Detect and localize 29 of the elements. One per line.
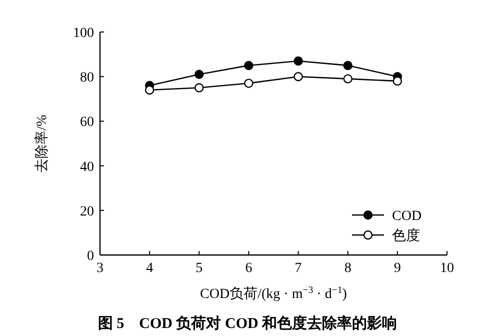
x-tick-label: 3 [96,261,104,276]
point [343,60,352,70]
legend-label: COD [392,209,422,224]
x-tick-label: 7 [294,261,302,276]
point [343,74,352,84]
text: 图 5 COD 负荷对 COD 和色度去除率的影响 [98,314,398,332]
x-tick-label: 10 [440,261,454,276]
x-tick-label: 5 [196,261,203,276]
y-tick-label: 60 [80,115,94,130]
point [294,72,303,82]
y-axis-title: 去除率/% [34,114,50,172]
x-tick-label: 4 [146,261,154,276]
point [392,76,402,86]
y-tick-label: 0 [87,249,94,264]
y-tick-label: 40 [80,160,94,175]
legend-label: 色度 [392,228,420,244]
point [244,60,254,70]
x-tick-label: 6 [245,261,252,276]
point [194,70,204,79]
x-tick-label: 9 [394,261,401,276]
point [244,78,254,88]
y-tick-label: 100 [73,26,94,41]
x-axis-title: COD负荷/(kg · m$^{−3}$ · d$^{−1}$) [200,284,348,302]
point [144,85,154,95]
point [294,56,303,66]
point [194,83,204,92]
y-tick-label: 20 [80,204,94,220]
x-tick-label: 8 [344,261,352,276]
y-tick-label: 80 [80,70,94,86]
